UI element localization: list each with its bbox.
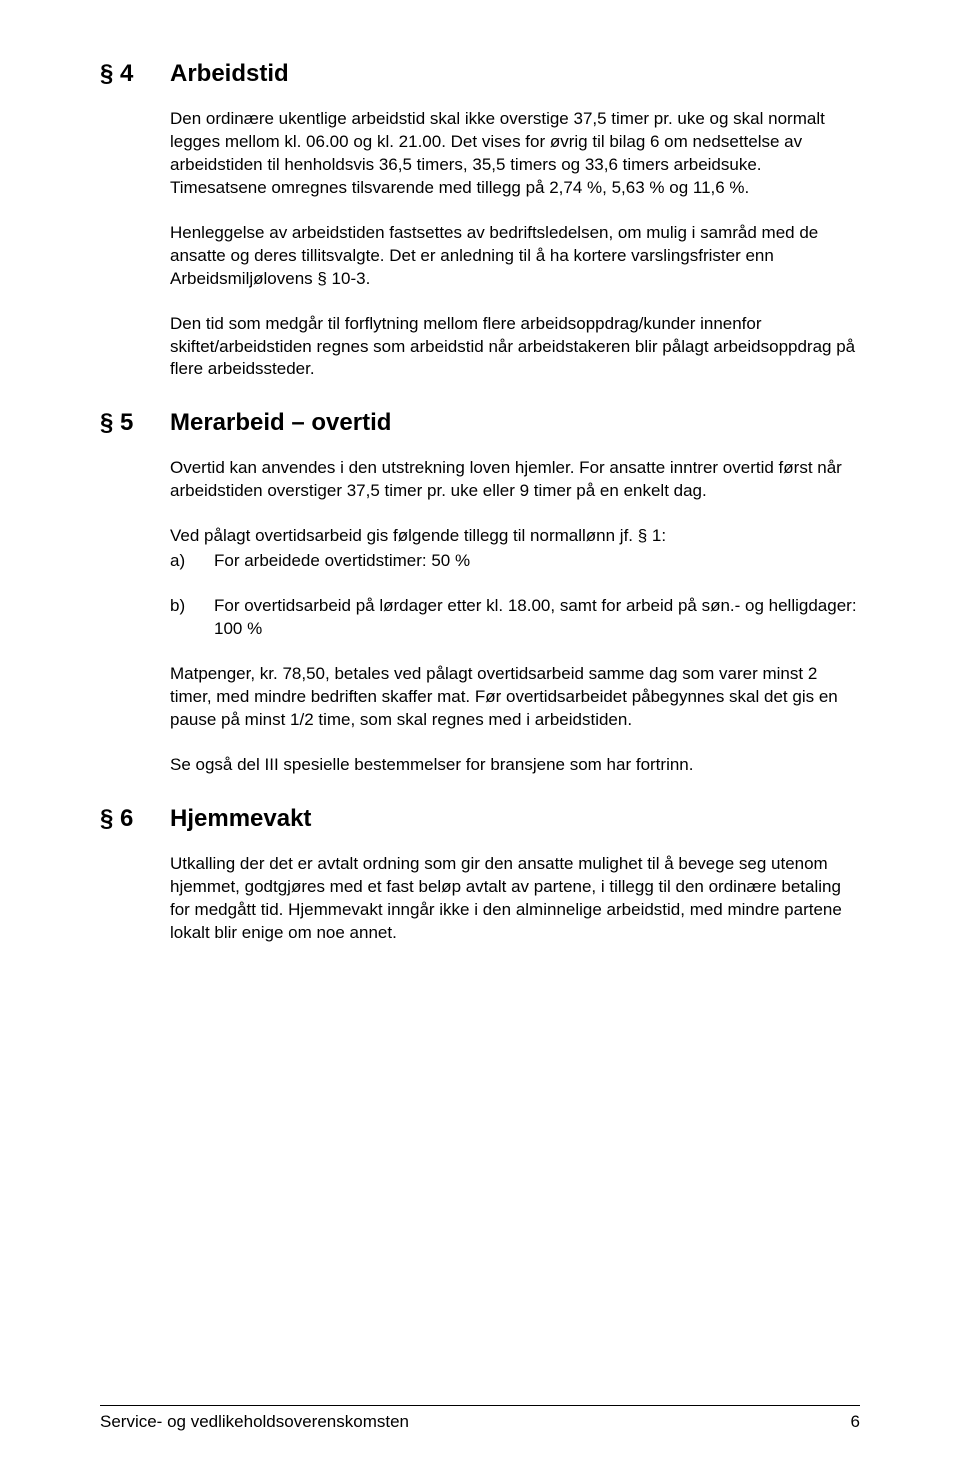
- section-4: § 4 Arbeidstid Den ordinære ukentlige ar…: [100, 60, 860, 381]
- section-4-title: Arbeidstid: [170, 60, 289, 88]
- footer-title: Service- og vedlikeholdsoverenskomsten: [100, 1412, 409, 1432]
- item-b-label: b): [170, 595, 214, 641]
- footer-page-number: 6: [851, 1412, 860, 1432]
- section-5-num: § 5: [100, 409, 170, 437]
- page-footer: Service- og vedlikeholdsoverenskomsten 6: [100, 1405, 860, 1432]
- section-5-item-b: b) For overtidsarbeid på lørdager etter …: [170, 595, 860, 641]
- section-6: § 6 Hjemmevakt Utkalling der det er avta…: [100, 805, 860, 945]
- section-5: § 5 Merarbeid – overtid Overtid kan anve…: [100, 409, 860, 776]
- section-6-header: § 6 Hjemmevakt: [100, 805, 860, 833]
- section-5-para-4: Se også del III spesielle bestemmelser f…: [170, 754, 860, 777]
- section-5-sublist: Ved pålagt overtidsarbeid gis følgende t…: [170, 525, 860, 641]
- section-5-item-a: a) For arbeidede overtidstimer: 50 %: [170, 550, 860, 573]
- section-5-title: Merarbeid – overtid: [170, 409, 391, 437]
- section-4-para-3: Den tid som medgår til forflytning mello…: [170, 313, 860, 382]
- section-5-header: § 5 Merarbeid – overtid: [100, 409, 860, 437]
- section-6-title: Hjemmevakt: [170, 805, 311, 833]
- item-b-text: For overtidsarbeid på lørdager etter kl.…: [214, 595, 860, 641]
- item-a-label: a): [170, 550, 214, 573]
- section-5-para-3: Matpenger, kr. 78,50, betales ved pålagt…: [170, 663, 860, 732]
- section-6-para-1: Utkalling der det er avtalt ordning som …: [170, 853, 860, 945]
- section-4-para-1: Den ordinære ukentlige arbeidstid skal i…: [170, 108, 860, 200]
- section-5-para-1: Overtid kan anvendes i den utstrekning l…: [170, 457, 860, 503]
- section-6-num: § 6: [100, 805, 170, 833]
- section-4-para-2: Henleggelse av arbeidstiden fastsettes a…: [170, 222, 860, 291]
- section-4-header: § 4 Arbeidstid: [100, 60, 860, 88]
- item-a-text: For arbeidede overtidstimer: 50 %: [214, 550, 860, 573]
- section-4-num: § 4: [100, 60, 170, 88]
- section-5-intro: Ved pålagt overtidsarbeid gis følgende t…: [170, 525, 860, 548]
